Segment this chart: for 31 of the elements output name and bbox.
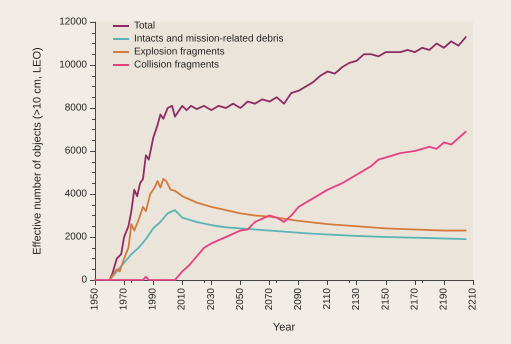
legend-label: Explosion fragments [134, 46, 225, 58]
y-tick-label: 10000 [59, 60, 88, 70]
y-tick-label: 2000 [64, 232, 88, 242]
y-axis-title: Effective number of objects (>10 cm, LEO) [32, 47, 44, 255]
x-tick-label: 1950 [90, 288, 100, 310]
y-tick-label: 12000 [59, 16, 88, 28]
x-tick-label: 2210 [468, 288, 478, 310]
legend-label: Total [134, 20, 156, 32]
y-tick-label: 6000 [64, 146, 88, 156]
x-tick-label: 1990 [148, 288, 159, 310]
x-axis-title: Year [272, 322, 296, 334]
x-tick-label: 2050 [234, 288, 246, 310]
x-tick-label: 2190 [438, 288, 450, 310]
x-tick-label: 2170 [409, 288, 420, 310]
x-tick-label: 2070 [264, 288, 275, 310]
legend-label: Collision fragments [134, 60, 220, 70]
line-series [108, 209, 467, 281]
y-tick-label: 4000 [64, 188, 88, 200]
y-tick-label: 8000 [64, 102, 88, 114]
x-tick-label: 2130 [351, 288, 362, 310]
x-tick-label: 2090 [293, 288, 304, 310]
line-series [94, 130, 467, 281]
legend-label: Intacts and mission-related debris [134, 34, 284, 44]
x-tick-label: 2030 [206, 288, 217, 310]
line-series [108, 178, 467, 281]
x-tick-label: 2010 [176, 288, 188, 310]
x-tick-label: 2110 [322, 288, 334, 310]
x-tick-label: 2150 [380, 288, 392, 310]
y-tick-label: 0 [81, 274, 88, 286]
line-series [108, 36, 467, 281]
x-tick-label: 1970 [118, 288, 130, 310]
